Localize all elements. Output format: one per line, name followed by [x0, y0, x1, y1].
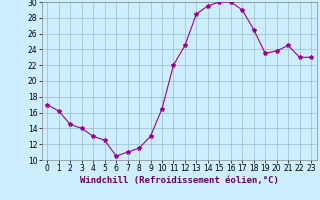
X-axis label: Windchill (Refroidissement éolien,°C): Windchill (Refroidissement éolien,°C): [80, 176, 279, 185]
